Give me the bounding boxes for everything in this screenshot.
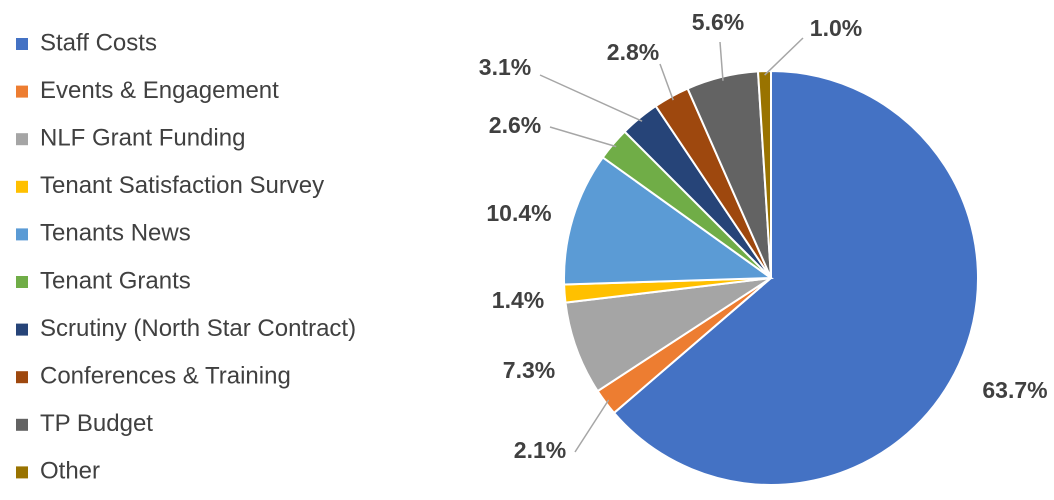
leader-line — [659, 63, 674, 101]
legend-label: Tenant Satisfaction Survey — [40, 172, 324, 199]
legend-label: Tenant Grants — [40, 267, 191, 294]
leader-line — [549, 126, 617, 148]
legend-swatch — [16, 418, 28, 431]
data-label: 1.4% — [492, 287, 544, 313]
pie-slice — [612, 69, 979, 486]
data-label: 2.6% — [489, 112, 541, 138]
legend-swatch — [16, 323, 28, 336]
data-label: 5.6% — [692, 9, 744, 35]
legend-label: Scrutiny (North Star Contract) — [40, 315, 356, 342]
leader-line — [539, 74, 643, 122]
legend-swatch — [16, 228, 28, 241]
data-label: 3.1% — [479, 54, 531, 80]
pie-slice — [756, 69, 772, 279]
data-label: 10.4% — [486, 200, 551, 226]
legend-label: Other — [40, 458, 100, 485]
legend-swatch — [16, 38, 28, 50]
data-label: 1.0% — [810, 15, 862, 41]
data-label: 7.3% — [503, 357, 555, 383]
legend-swatch — [16, 133, 28, 146]
legend-label: Conferences & Training — [40, 363, 291, 390]
leader-line — [764, 37, 804, 76]
legend-swatch — [16, 85, 28, 98]
legend-swatch — [16, 371, 28, 384]
legend-label: Staff Costs — [40, 29, 157, 56]
pie-slice — [563, 155, 774, 286]
legend-label: Events & Engagement — [40, 77, 279, 104]
legend-swatch — [16, 276, 28, 288]
data-label: 2.1% — [514, 437, 566, 463]
data-label: 2.8% — [607, 39, 659, 65]
leader-line — [719, 41, 724, 81]
legend-label: NLF Grant Funding — [40, 125, 245, 152]
legend-swatch — [16, 466, 28, 479]
legend-label: TP Budget — [40, 410, 153, 437]
legend-swatch — [16, 180, 28, 193]
legend-label: Tenants News — [40, 220, 191, 247]
data-label: 63.7% — [982, 377, 1047, 403]
leader-line — [574, 399, 610, 453]
